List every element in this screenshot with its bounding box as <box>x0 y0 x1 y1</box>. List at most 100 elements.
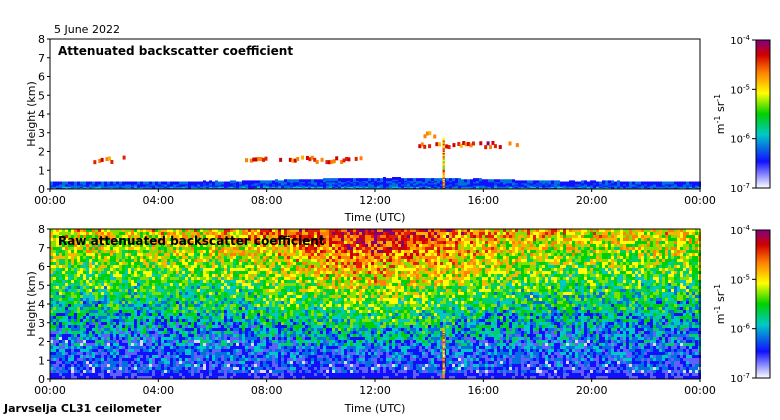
raw-cell <box>140 283 143 286</box>
raw-cell <box>107 331 110 334</box>
raw-cell <box>152 268 155 271</box>
backscatter-cell <box>206 181 209 185</box>
raw-cell <box>104 352 107 355</box>
raw-cell <box>155 346 158 349</box>
raw-cell <box>134 370 137 373</box>
raw-cell <box>185 367 188 370</box>
backscatter-cell <box>125 181 128 185</box>
raw-cell <box>68 358 71 361</box>
raw-cell <box>185 325 188 328</box>
raw-cell <box>134 271 137 274</box>
raw-cell <box>221 259 224 262</box>
raw-cell <box>197 289 200 292</box>
raw-cell <box>248 370 251 373</box>
raw-cell <box>128 322 131 325</box>
raw-cell <box>254 343 257 346</box>
raw-cell <box>80 340 83 343</box>
raw-cell <box>158 331 161 334</box>
raw-cell <box>83 265 86 268</box>
raw-cell <box>110 262 113 265</box>
raw-cell <box>83 370 86 373</box>
raw-cell <box>116 367 119 370</box>
raw-cell <box>146 286 149 289</box>
raw-cell <box>164 370 167 373</box>
raw-cell <box>56 364 59 367</box>
raw-cell <box>239 298 242 301</box>
raw-cell <box>167 364 170 367</box>
raw-cell <box>218 286 221 289</box>
backscatter-cell <box>674 181 677 185</box>
raw-cell <box>176 277 179 280</box>
raw-cell <box>164 340 167 343</box>
raw-cell <box>59 310 62 313</box>
raw-cell <box>215 307 218 310</box>
raw-cell <box>197 259 200 262</box>
raw-cell <box>236 367 239 370</box>
raw-cell <box>137 268 140 271</box>
raw-cell <box>239 358 242 361</box>
raw-cell <box>149 280 152 283</box>
raw-cell <box>134 367 137 370</box>
raw-cell <box>143 274 146 277</box>
raw-cell <box>155 277 158 280</box>
y-tick-label: 6 <box>38 71 45 84</box>
raw-cell <box>128 331 131 334</box>
raw-cell <box>86 289 89 292</box>
raw-cell <box>131 262 134 265</box>
raw-cell <box>233 277 236 280</box>
raw-cell <box>137 316 140 319</box>
raw-cell <box>89 253 92 256</box>
raw-cell <box>104 283 107 286</box>
raw-cell <box>215 319 218 322</box>
raw-cell <box>125 370 128 373</box>
raw-cell <box>146 280 149 283</box>
cloud-cell <box>249 158 253 163</box>
raw-cell <box>98 307 101 310</box>
raw-cell <box>95 265 98 268</box>
raw-cell <box>92 334 95 337</box>
raw-cell <box>59 334 62 337</box>
backscatter-cell <box>533 180 536 184</box>
backscatter-cell <box>503 179 506 183</box>
raw-cell <box>71 304 74 307</box>
raw-cell <box>134 268 137 271</box>
raw-cell <box>101 370 104 373</box>
raw-cell <box>125 331 128 334</box>
backscatter-cell <box>431 178 434 182</box>
raw-cell <box>125 340 128 343</box>
raw-cell <box>122 271 125 274</box>
raw-cell <box>89 298 92 301</box>
raw-cell <box>158 373 161 376</box>
raw-cell <box>164 295 167 298</box>
backscatter-cell <box>284 179 287 183</box>
raw-cell <box>98 286 101 289</box>
raw-cell <box>110 349 113 352</box>
raw-cell <box>122 280 125 283</box>
raw-cell <box>140 289 143 292</box>
raw-cell <box>242 358 245 361</box>
raw-cell <box>215 298 218 301</box>
raw-cell <box>248 283 251 286</box>
raw-cell <box>164 367 167 370</box>
raw-cell <box>116 322 119 325</box>
raw-cell <box>80 295 83 298</box>
raw-cell <box>200 361 203 364</box>
raw-cell <box>245 331 248 334</box>
backscatter-cell <box>398 177 401 180</box>
raw-cell <box>56 238 59 241</box>
raw-cell <box>227 286 230 289</box>
raw-cell <box>137 331 140 334</box>
raw-cell <box>119 295 122 298</box>
raw-cell <box>53 364 56 367</box>
raw-cell <box>74 370 77 373</box>
backscatter-cell <box>107 181 110 185</box>
raw-cell <box>179 325 182 328</box>
raw-cell <box>71 262 74 265</box>
raw-cell <box>80 280 83 283</box>
raw-cell <box>155 334 158 337</box>
raw-cell <box>140 331 143 334</box>
raw-cell <box>254 313 257 316</box>
raw-cell <box>236 283 239 286</box>
raw-cell <box>101 313 104 316</box>
raw-cell <box>128 367 131 370</box>
